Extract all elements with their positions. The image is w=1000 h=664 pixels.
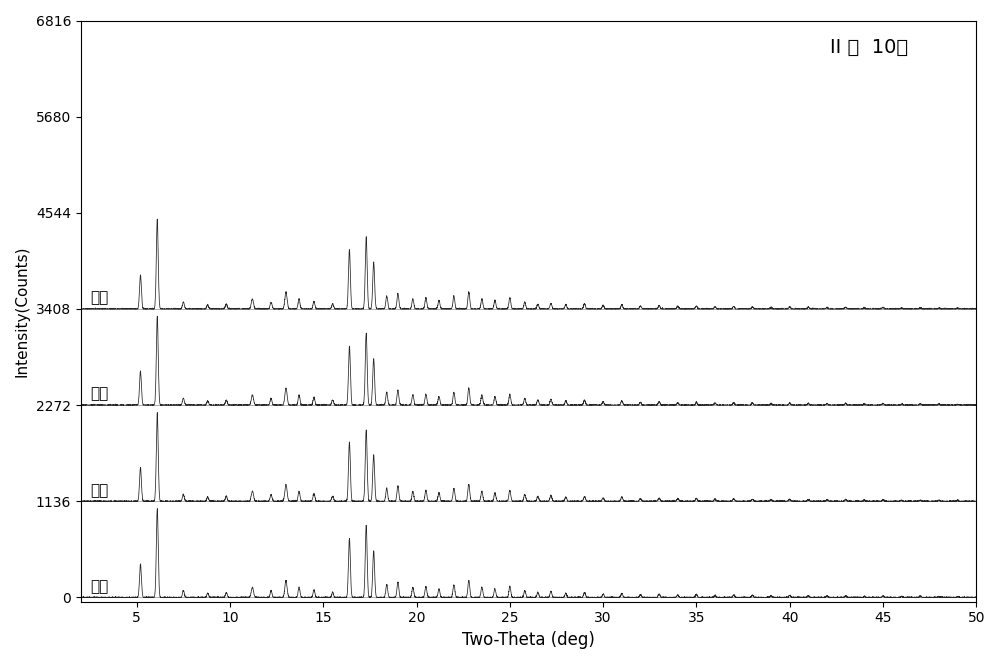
Text: II 型  10天: II 型 10天 bbox=[830, 38, 908, 57]
Y-axis label: Intensity(Counts): Intensity(Counts) bbox=[15, 246, 30, 377]
Text: 原料: 原料 bbox=[90, 579, 108, 594]
Text: 高温: 高温 bbox=[90, 483, 108, 498]
Text: 高湿: 高湿 bbox=[90, 290, 108, 305]
X-axis label: Two-Theta (deg): Two-Theta (deg) bbox=[462, 631, 595, 649]
Text: 光照: 光照 bbox=[90, 386, 108, 402]
